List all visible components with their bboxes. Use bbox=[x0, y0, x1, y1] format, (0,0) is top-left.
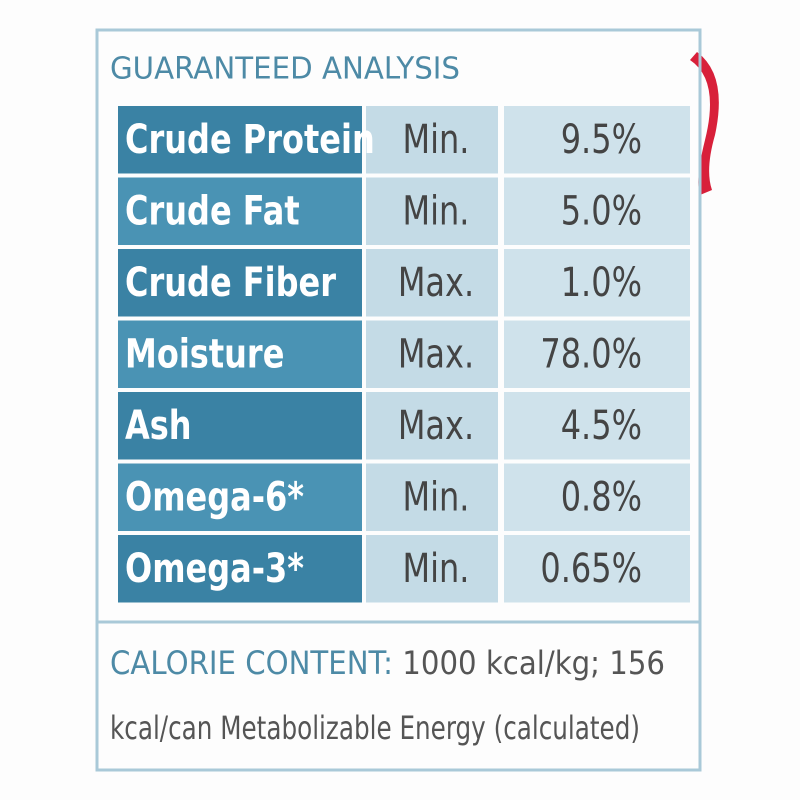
calorie-text: kcal/can Metabolizable Energy (calculate… bbox=[110, 709, 640, 747]
calorie-text: 1000 kcal/kg; 156 bbox=[402, 644, 665, 682]
name-cell bbox=[118, 535, 362, 603]
name-cell bbox=[118, 463, 362, 531]
nutrient-name: Ash bbox=[125, 401, 192, 448]
value: 5.0% bbox=[561, 187, 642, 234]
value-cell bbox=[504, 249, 690, 317]
name-cell bbox=[118, 392, 362, 460]
qualifier-cell bbox=[366, 249, 498, 317]
value-cell bbox=[504, 106, 690, 174]
nutrient-name: Omega-6* bbox=[125, 473, 304, 520]
qualifier: Max. bbox=[398, 258, 474, 305]
value: 9.5% bbox=[561, 115, 642, 162]
title: GUARANTEED ANALYSIS bbox=[110, 52, 460, 87]
nutrient-name: Moisture bbox=[125, 330, 284, 377]
name-cell bbox=[118, 106, 362, 174]
value-cell bbox=[504, 177, 690, 245]
value-cell bbox=[504, 392, 690, 460]
qualifier-cell bbox=[366, 392, 498, 460]
qualifier-cell bbox=[366, 106, 498, 174]
value: 78.0% bbox=[540, 330, 642, 377]
qualifier: Min. bbox=[403, 473, 470, 520]
value-cell bbox=[504, 535, 690, 603]
name-cell bbox=[118, 177, 362, 245]
qualifier-cell bbox=[366, 320, 498, 388]
value-cell bbox=[504, 320, 690, 388]
name-cell bbox=[118, 320, 362, 388]
value: 1.0% bbox=[561, 258, 642, 305]
red-swoosh bbox=[690, 52, 719, 195]
qualifier: Min. bbox=[403, 544, 470, 591]
calorie-label: CALORIE CONTENT: bbox=[110, 644, 393, 682]
nutrient-name: Crude Fiber bbox=[125, 258, 336, 305]
qualifier: Min. bbox=[403, 115, 470, 162]
value: 0.65% bbox=[540, 544, 642, 591]
nutrient-name: Crude Protein bbox=[125, 115, 375, 162]
name-cell bbox=[118, 249, 362, 317]
qualifier: Min. bbox=[403, 187, 470, 234]
value-cell bbox=[504, 463, 690, 531]
table: Crude Protein Min. 9.5% Crude Fat Min. 5.0% Cr… bbox=[118, 106, 690, 603]
nutrient-name: Omega-3* bbox=[125, 544, 304, 591]
qualifier-cell bbox=[366, 535, 498, 603]
calorie-line: CALORIE CONTENT: 1000 kcal/kg; 156 bbox=[110, 644, 665, 682]
value: 0.8% bbox=[561, 473, 642, 520]
qualifier-cell bbox=[366, 177, 498, 245]
value: 4.5% bbox=[561, 401, 642, 448]
qualifier: Max. bbox=[398, 401, 474, 448]
nutrient-name: Crude Fat bbox=[125, 187, 300, 234]
qualifier-cell bbox=[366, 463, 498, 531]
border bbox=[95, 28, 702, 772]
qualifier: Max. bbox=[398, 330, 474, 377]
